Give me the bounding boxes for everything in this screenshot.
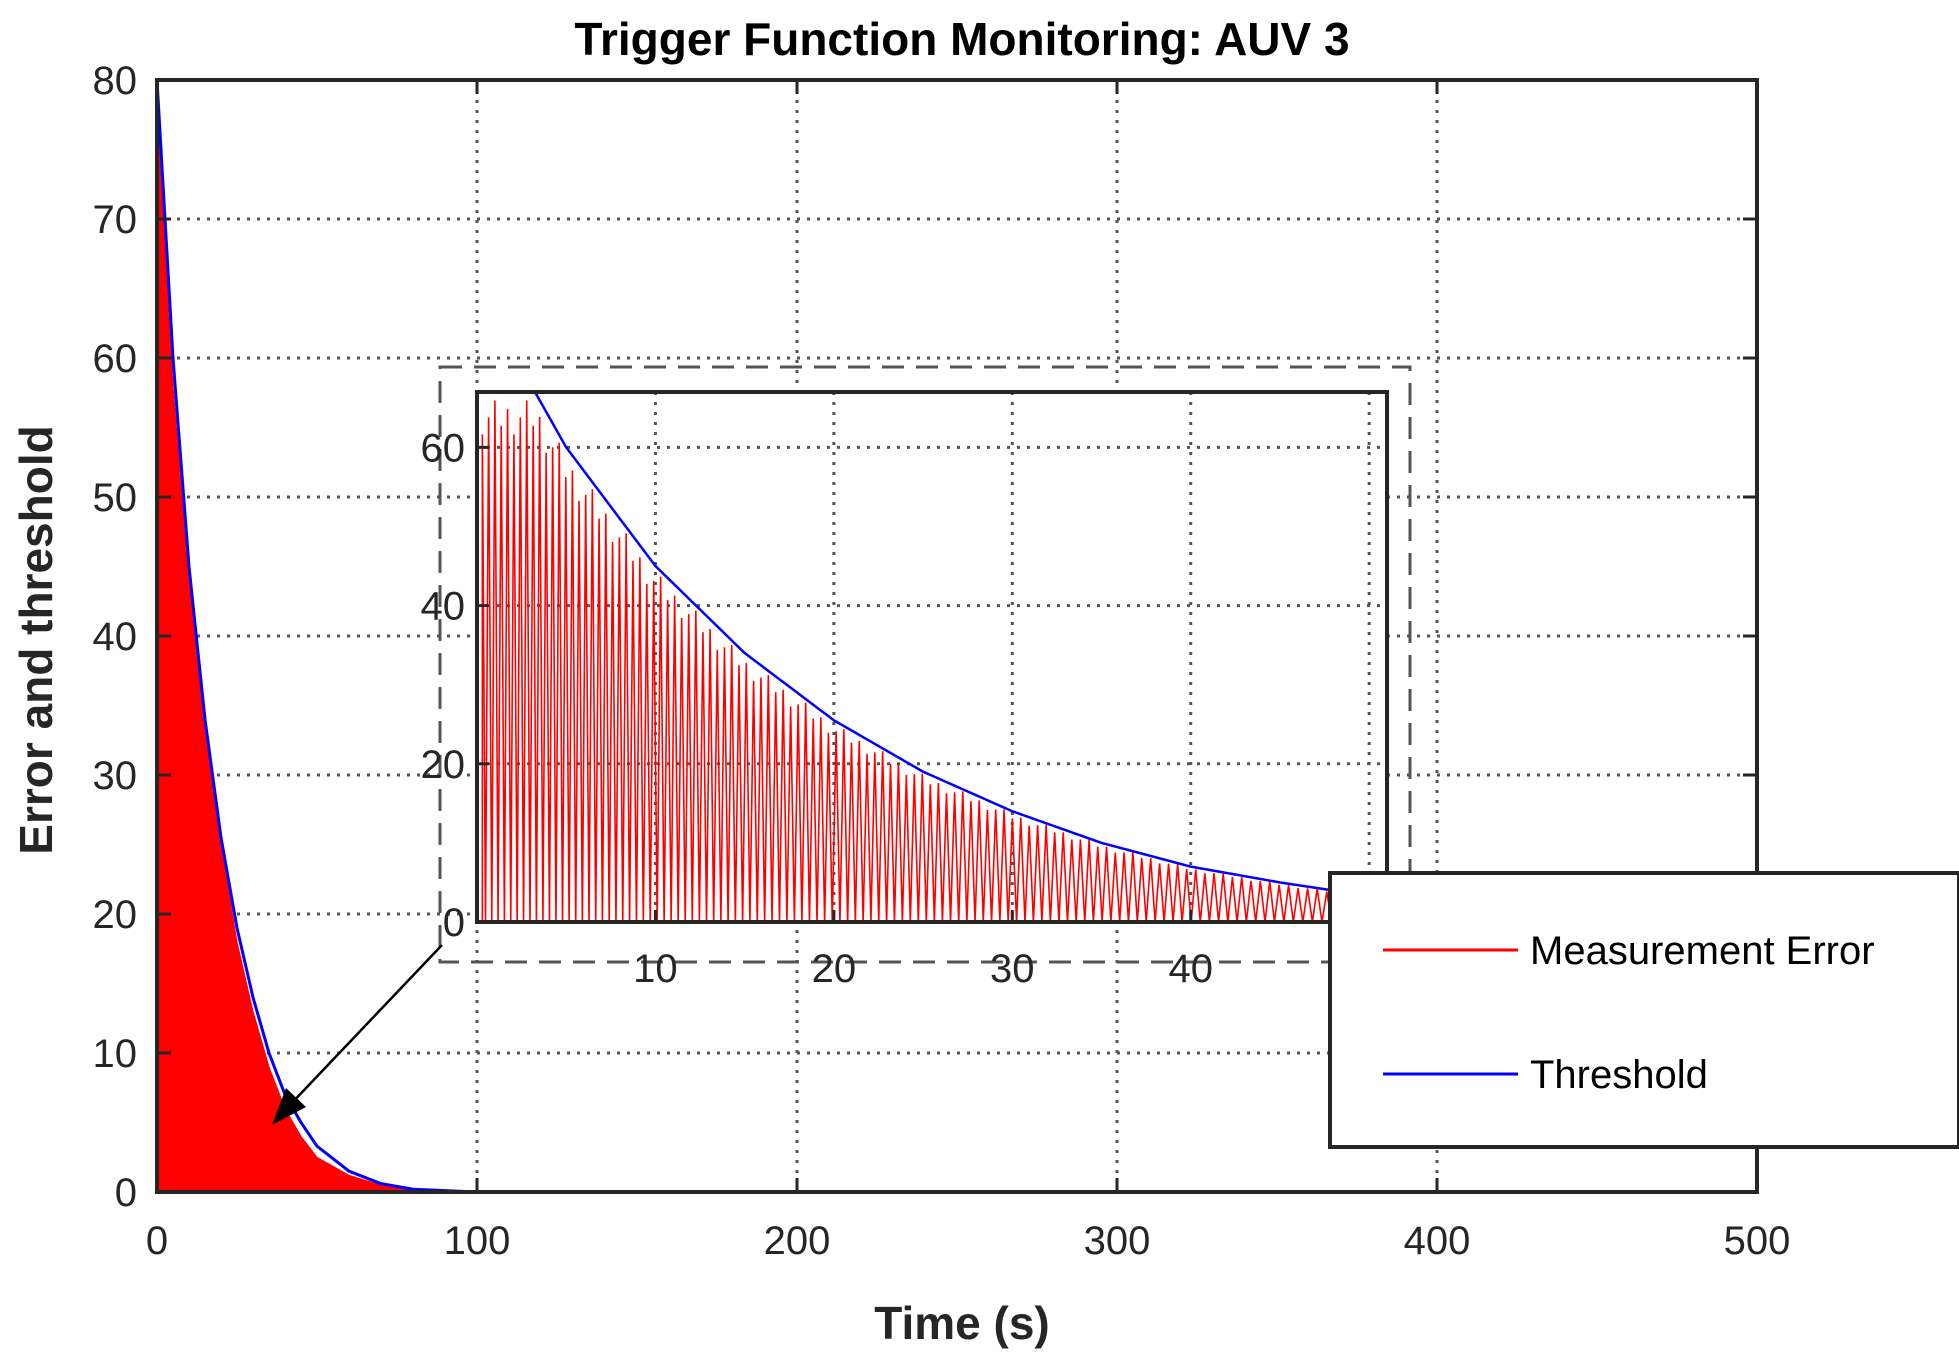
y-axis-label: Error and threshold [10,425,62,854]
inset-x-tick-label: 40 [1168,947,1213,991]
x-tick-label: 300 [1084,1219,1151,1263]
inset-x-tick-label: 10 [633,947,678,991]
inset-y-tick-label: 20 [421,743,466,787]
x-axis-label: Time (s) [874,1297,1050,1349]
y-tick-label: 0 [115,1171,137,1215]
y-tick-label: 80 [93,59,138,103]
inset-threshold-line [494,390,1379,898]
legend-box [1328,871,1959,1149]
y-tick-label: 70 [93,198,138,242]
x-tick-label: 100 [444,1219,511,1263]
y-tick-label: 40 [93,615,138,659]
y-tick-label: 30 [93,754,138,798]
x-tick-label: 0 [146,1219,168,1263]
inset-frame [475,390,1389,924]
x-tick-label: 400 [1404,1219,1471,1263]
chart-title: Trigger Function Monitoring: AUV 3 [574,13,1349,65]
y-tick-label: 60 [93,337,138,381]
y-tick-label: 10 [93,1032,138,1076]
inset-x-tick-label: 20 [812,947,857,991]
x-tick-label: 500 [1724,1219,1791,1263]
series-threshold-line [155,79,1757,1194]
y-tick-label: 20 [93,893,138,937]
y-tick-label: 50 [93,476,138,520]
inset-y-tick-label: 0 [443,901,465,945]
zoom-arrow [272,944,443,1125]
legend-label-measurement-error: Measurement Error [1530,929,1875,973]
zoom-region-box [438,365,1412,964]
x-tick-label: 200 [764,1219,831,1263]
inset-y-tick-label: 60 [421,426,466,470]
inset-x-tick-label: 30 [990,947,1035,991]
inset-y-tick-label: 40 [421,585,466,629]
inset-axis-ticks: 10203040500204060 [421,426,1392,991]
legend: Measurement Error Threshold [1328,871,1959,1149]
main-series [155,79,1757,1194]
legend-label-threshold: Threshold [1530,1053,1708,1097]
